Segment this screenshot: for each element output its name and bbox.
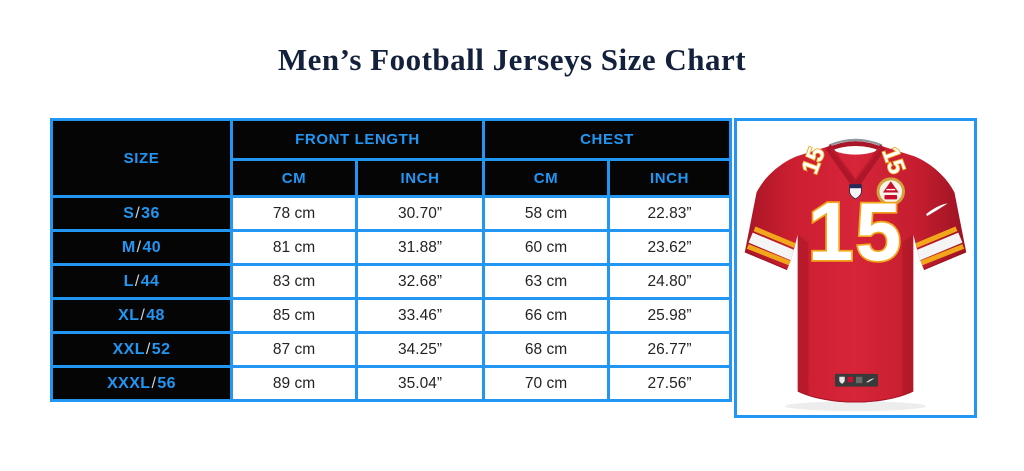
jersey-back-collar <box>826 141 885 153</box>
front-inch-value: 30.70” <box>354 195 486 232</box>
football-jersey-illustration: 15 15 15 <box>744 138 967 412</box>
header-chest-cm: CM <box>482 158 611 198</box>
header-front-inch: INCH <box>354 158 486 198</box>
size-chart-table: SIZE FRONT LENGTH CHEST CM INCH CM INCH … <box>50 118 733 402</box>
front-inch-value: 33.46” <box>354 297 486 334</box>
front-cm-value: 83 cm <box>230 263 358 300</box>
header-front-cm: CM <box>230 158 358 198</box>
front-cm-value: 85 cm <box>230 297 358 334</box>
front-cm-value: 87 cm <box>230 331 358 368</box>
table-row: S/36 78 cm 30.70” 58 cm 22.83” <box>50 195 733 232</box>
chest-cm-value: 60 cm <box>482 229 611 266</box>
table-row: XL/48 85 cm 33.46” 66 cm 25.98” <box>50 297 733 334</box>
header-chest-inch: INCH <box>607 158 733 198</box>
front-inch-value: 31.88” <box>354 229 486 266</box>
chest-cm-value: 58 cm <box>482 195 611 232</box>
front-cm-value: 89 cm <box>230 365 358 402</box>
chest-inch-value: 23.62” <box>607 229 733 266</box>
chest-number: 15 <box>808 186 903 278</box>
swoosh-icon <box>926 203 948 217</box>
chest-inch-value: 22.83” <box>607 195 733 232</box>
chest-inch-value: 24.80” <box>607 263 733 300</box>
size-label: S/36 <box>50 195 233 232</box>
table-row: L/44 83 cm 32.68” 63 cm 24.80” <box>50 263 733 300</box>
header-front-length: FRONT LENGTH <box>229 118 486 161</box>
size-label: L/44 <box>50 263 233 300</box>
chest-cm-value: 68 cm <box>482 331 611 368</box>
chest-inch-value: 27.56” <box>607 365 733 402</box>
size-label: XXXL/56 <box>50 365 233 402</box>
chest-cm-value: 66 cm <box>482 297 611 334</box>
jersey-product-image: 15 15 15 <box>734 118 978 418</box>
header-chest: CHEST <box>482 118 733 161</box>
size-label: M/40 <box>50 229 233 266</box>
left-sleeve-stripes <box>746 226 796 266</box>
table-row: XXXL/56 89 cm 35.04” 70 cm 27.56” <box>50 365 733 402</box>
collar-gray-trim <box>828 138 883 147</box>
jock-tag <box>834 373 879 387</box>
jersey-body <box>744 146 967 403</box>
right-sleeve-stripes <box>915 226 965 266</box>
front-cm-value: 81 cm <box>230 229 358 266</box>
table-row: XXL/52 87 cm 34.25” 68 cm 26.77” <box>50 331 733 368</box>
size-label: XL/48 <box>50 297 233 334</box>
team-patch-icon <box>876 177 906 206</box>
chest-inch-value: 25.98” <box>607 297 733 334</box>
front-cm-value: 78 cm <box>230 195 358 232</box>
page-title: Men’s Football Jerseys Size Chart <box>277 42 747 77</box>
front-inch-value: 32.68” <box>354 263 486 300</box>
table-row: M/40 81 cm 31.88” 60 cm 23.62” <box>50 229 733 266</box>
nfl-shield-icon <box>849 184 862 200</box>
size-label: XXL/52 <box>50 331 233 368</box>
chest-cm-value: 70 cm <box>482 365 611 402</box>
front-inch-value: 35.04” <box>354 365 486 402</box>
front-inch-value: 34.25” <box>354 331 486 368</box>
header-size: SIZE <box>50 118 233 198</box>
chest-cm-value: 63 cm <box>482 263 611 300</box>
chest-inch-value: 26.77” <box>607 331 733 368</box>
size-chart-content: SIZE FRONT LENGTH CHEST CM INCH CM INCH … <box>50 118 978 418</box>
